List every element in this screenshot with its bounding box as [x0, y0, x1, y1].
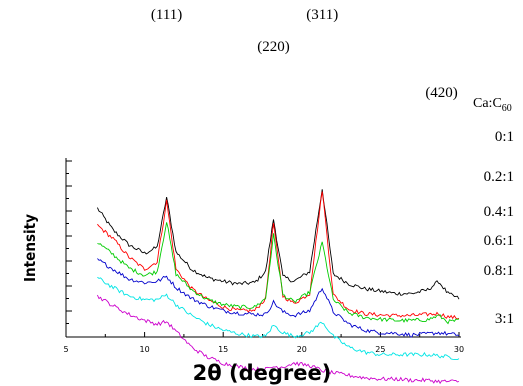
- series-line-3: [97, 258, 460, 338]
- series-line-1: [97, 191, 460, 320]
- x-axis-label: 2θ (degree): [193, 361, 332, 385]
- legend-title-subscript: 60: [502, 103, 512, 114]
- peak-label: (220): [257, 39, 290, 55]
- axes: 5 10 15 20 25 30: [63, 158, 464, 354]
- curve-label: 0.2:1: [484, 169, 514, 185]
- curve-label: 0.8:1: [484, 263, 514, 279]
- curve-label: 0.6:1: [484, 233, 514, 249]
- peak-label: (111): [151, 7, 182, 23]
- series-line-4: [97, 276, 460, 361]
- curve-label: 0:1: [495, 129, 514, 145]
- peak-labels: (111) (220) (311) (420): [151, 7, 458, 101]
- series-curves: [96, 189, 460, 385]
- legend-title: Ca:C60: [473, 96, 512, 114]
- y-axis-label: Intensity: [21, 214, 39, 282]
- curve-label: 3:1: [495, 311, 514, 327]
- series-line-0: [96, 189, 460, 300]
- curve-labels: 0:1 0.2:1 0.4:1 0.6:1 0.8:1 3:1: [484, 129, 514, 327]
- peak-label: (311): [306, 7, 338, 23]
- legend-title-text: Ca:C: [473, 96, 502, 111]
- x-tick-label: 15: [218, 345, 228, 354]
- peak-label: (420): [425, 85, 458, 101]
- x-tick-label: 25: [375, 345, 385, 354]
- x-tick-label: 20: [297, 345, 307, 354]
- curve-label: 0.4:1: [484, 204, 514, 220]
- series-line-5: [96, 294, 460, 385]
- x-tick-label: 30: [454, 345, 464, 354]
- x-tick-label: 10: [140, 345, 150, 354]
- series-line-2: [97, 222, 460, 325]
- x-tick-label: 5: [63, 345, 68, 354]
